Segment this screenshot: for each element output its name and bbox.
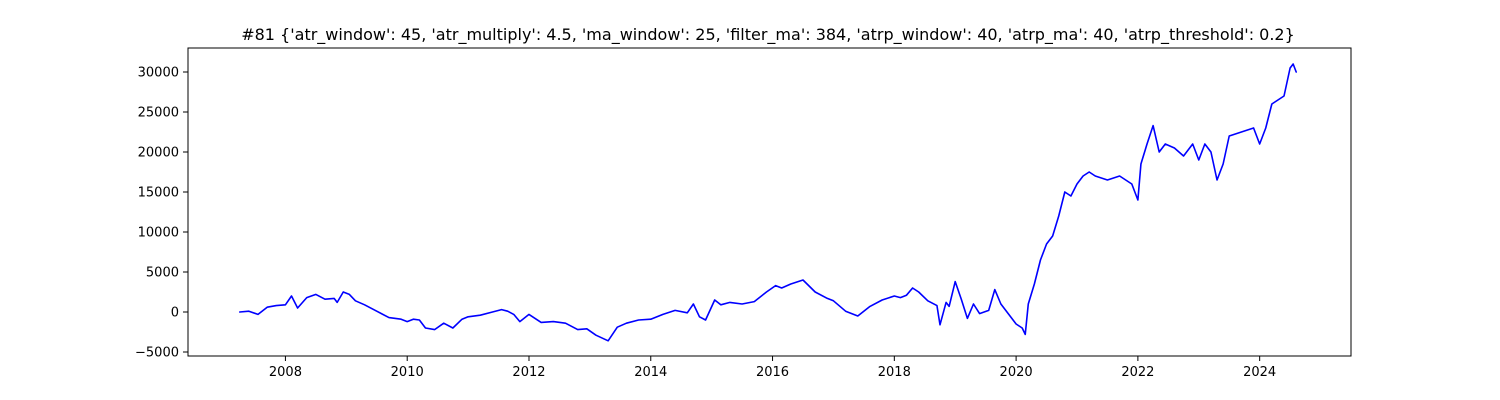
y-tick-label: −5000	[135, 346, 179, 361]
x-tick-label: 2014	[634, 365, 667, 380]
y-tick-label: 10000	[138, 226, 179, 241]
x-axis: 2008 2010 2012 2014 2016 2018 2020 2022 2024	[269, 356, 1276, 380]
series-line	[238, 63, 1297, 342]
x-tick-label: 2020	[1000, 365, 1033, 380]
y-tick-label: 15000	[138, 186, 179, 201]
plot-area: 2008 2010 2012 2014 2016 2018 2020 2022 2024 −50…	[135, 47, 1352, 380]
y-tick-label: 0	[171, 306, 179, 321]
x-tick-label: 2010	[391, 365, 424, 380]
y-tick-label: 20000	[138, 146, 179, 161]
x-tick-label: 2024	[1243, 365, 1276, 380]
x-tick-label: 2012	[512, 365, 545, 380]
y-tick-label: 5000	[146, 266, 179, 281]
x-tick-label: 2022	[1121, 365, 1154, 380]
y-axis: −5000 0 5000 10000 15000 20000 25000 30000	[135, 66, 188, 361]
y-tick-label: 30000	[138, 66, 179, 81]
chart-title: #81 {'atr_window': 45, 'atr_multiply': 4…	[241, 25, 1295, 45]
y-tick-label: 25000	[138, 106, 179, 121]
x-tick-label: 2016	[756, 365, 789, 380]
x-tick-label: 2008	[269, 365, 302, 380]
axes-frame	[187, 47, 1352, 357]
series-group	[238, 63, 1297, 342]
x-tick-label: 2018	[878, 365, 911, 380]
